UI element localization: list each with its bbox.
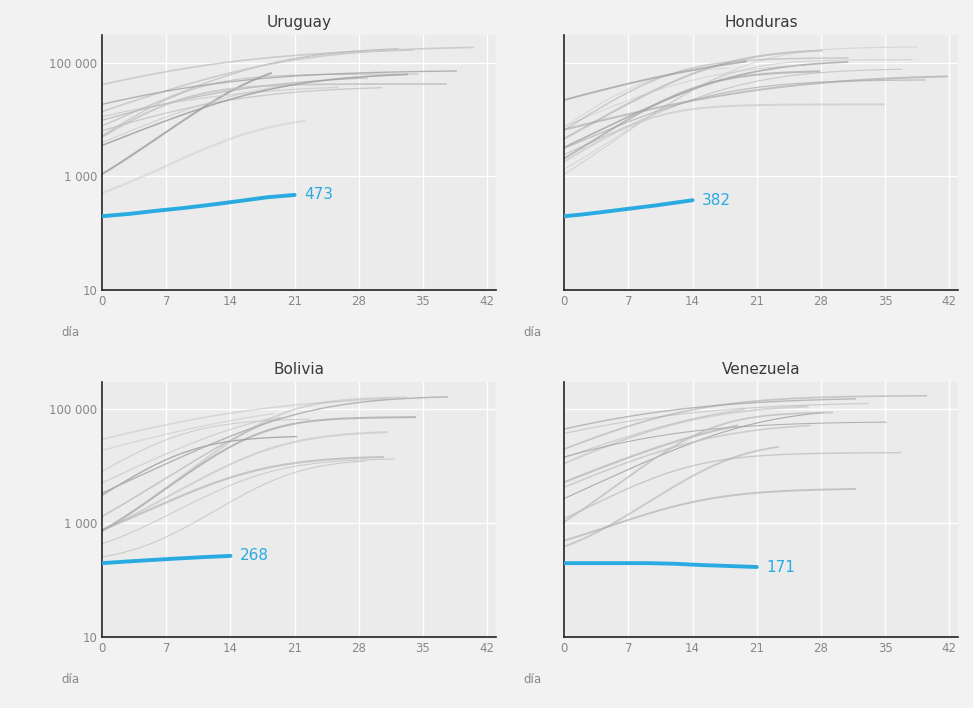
Title: Uruguay: Uruguay bbox=[267, 15, 332, 30]
Title: Venezuela: Venezuela bbox=[722, 362, 801, 377]
Text: día: día bbox=[523, 673, 541, 686]
Text: 268: 268 bbox=[239, 549, 269, 564]
Text: 171: 171 bbox=[766, 559, 795, 574]
Title: Honduras: Honduras bbox=[725, 15, 798, 30]
Text: día: día bbox=[523, 326, 541, 339]
Title: Bolivia: Bolivia bbox=[273, 362, 325, 377]
Text: 473: 473 bbox=[304, 188, 333, 202]
Text: día: día bbox=[61, 673, 79, 686]
Text: 382: 382 bbox=[702, 193, 731, 207]
Text: día: día bbox=[61, 326, 79, 339]
